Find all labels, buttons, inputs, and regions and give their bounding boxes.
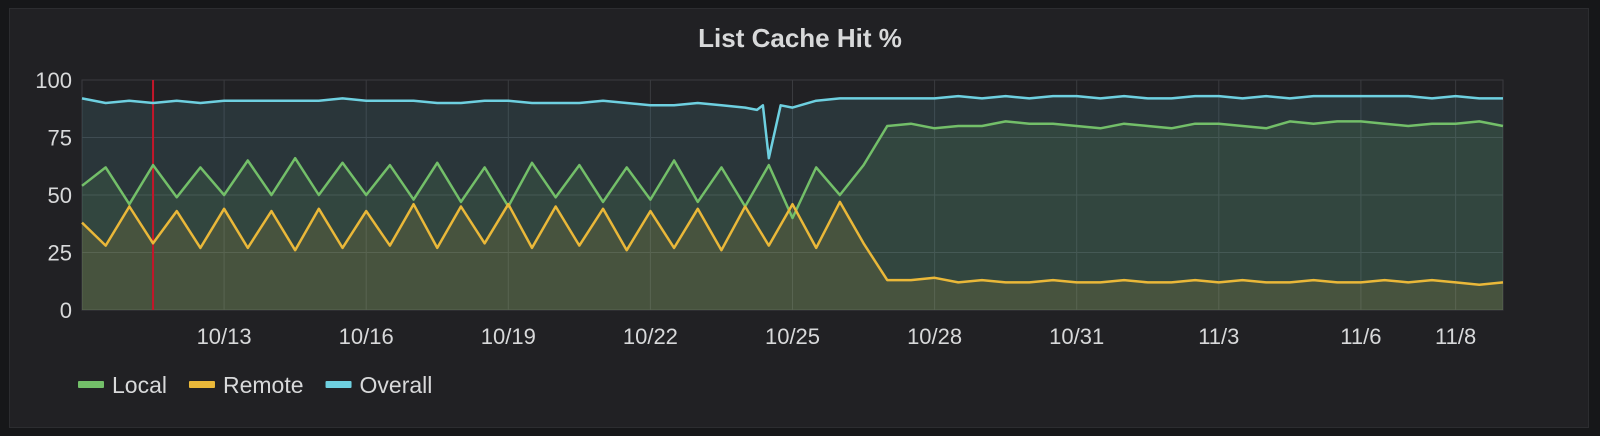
x-axis-ticks: 10/13 10/16 10/19 10/22 10/25 10/28 10/31 11/3 1… (197, 324, 1477, 349)
series-line-overall[interactable] (81, 94, 1503, 160)
x-tick-label: 10/16 (339, 324, 394, 349)
grid (81, 79, 1504, 311)
legend-item-overall[interactable]: Overall (325, 372, 433, 398)
legend-label: Overall (360, 372, 433, 398)
series-lines (81, 94, 1504, 286)
legend-swatch (188, 381, 215, 388)
x-tick-label: 11/6 (1340, 324, 1381, 349)
legend-label: Local (112, 372, 167, 398)
y-tick-label: 25 (48, 241, 72, 266)
chart-panel: List Cache Hit % 0 25 50 75 100 10/13 10/16 10… (9, 8, 1589, 428)
legend-swatch (325, 381, 352, 388)
y-tick-label: 100 (35, 68, 72, 93)
chart-title: List Cache Hit % (698, 23, 902, 53)
legend-label: Remote (223, 372, 304, 398)
legend-swatch (78, 381, 104, 388)
y-tick-label: 75 (48, 126, 72, 151)
series-line-remote[interactable] (81, 200, 1504, 286)
legend-item-local[interactable]: Local (78, 372, 167, 398)
legend[interactable]: Local Remote Overall (78, 372, 432, 398)
x-tick-label: 10/25 (765, 324, 820, 349)
y-tick-label: 0 (60, 298, 72, 323)
x-tick-label: 11/8 (1435, 324, 1476, 349)
legend-item-remote[interactable]: Remote (188, 372, 304, 398)
series-fill-local (82, 121, 1503, 311)
y-axis-ticks: 0 25 50 75 100 (35, 68, 72, 323)
y-tick-label: 50 (48, 183, 72, 208)
x-tick-label: 10/22 (623, 324, 678, 349)
x-tick-label: 10/31 (1049, 324, 1104, 349)
series-line-local[interactable] (81, 120, 1504, 220)
x-tick-label: 11/3 (1198, 324, 1239, 349)
x-tick-label: 10/19 (481, 324, 536, 349)
x-tick-label: 10/28 (907, 324, 962, 349)
x-tick-label: 10/13 (197, 324, 252, 349)
